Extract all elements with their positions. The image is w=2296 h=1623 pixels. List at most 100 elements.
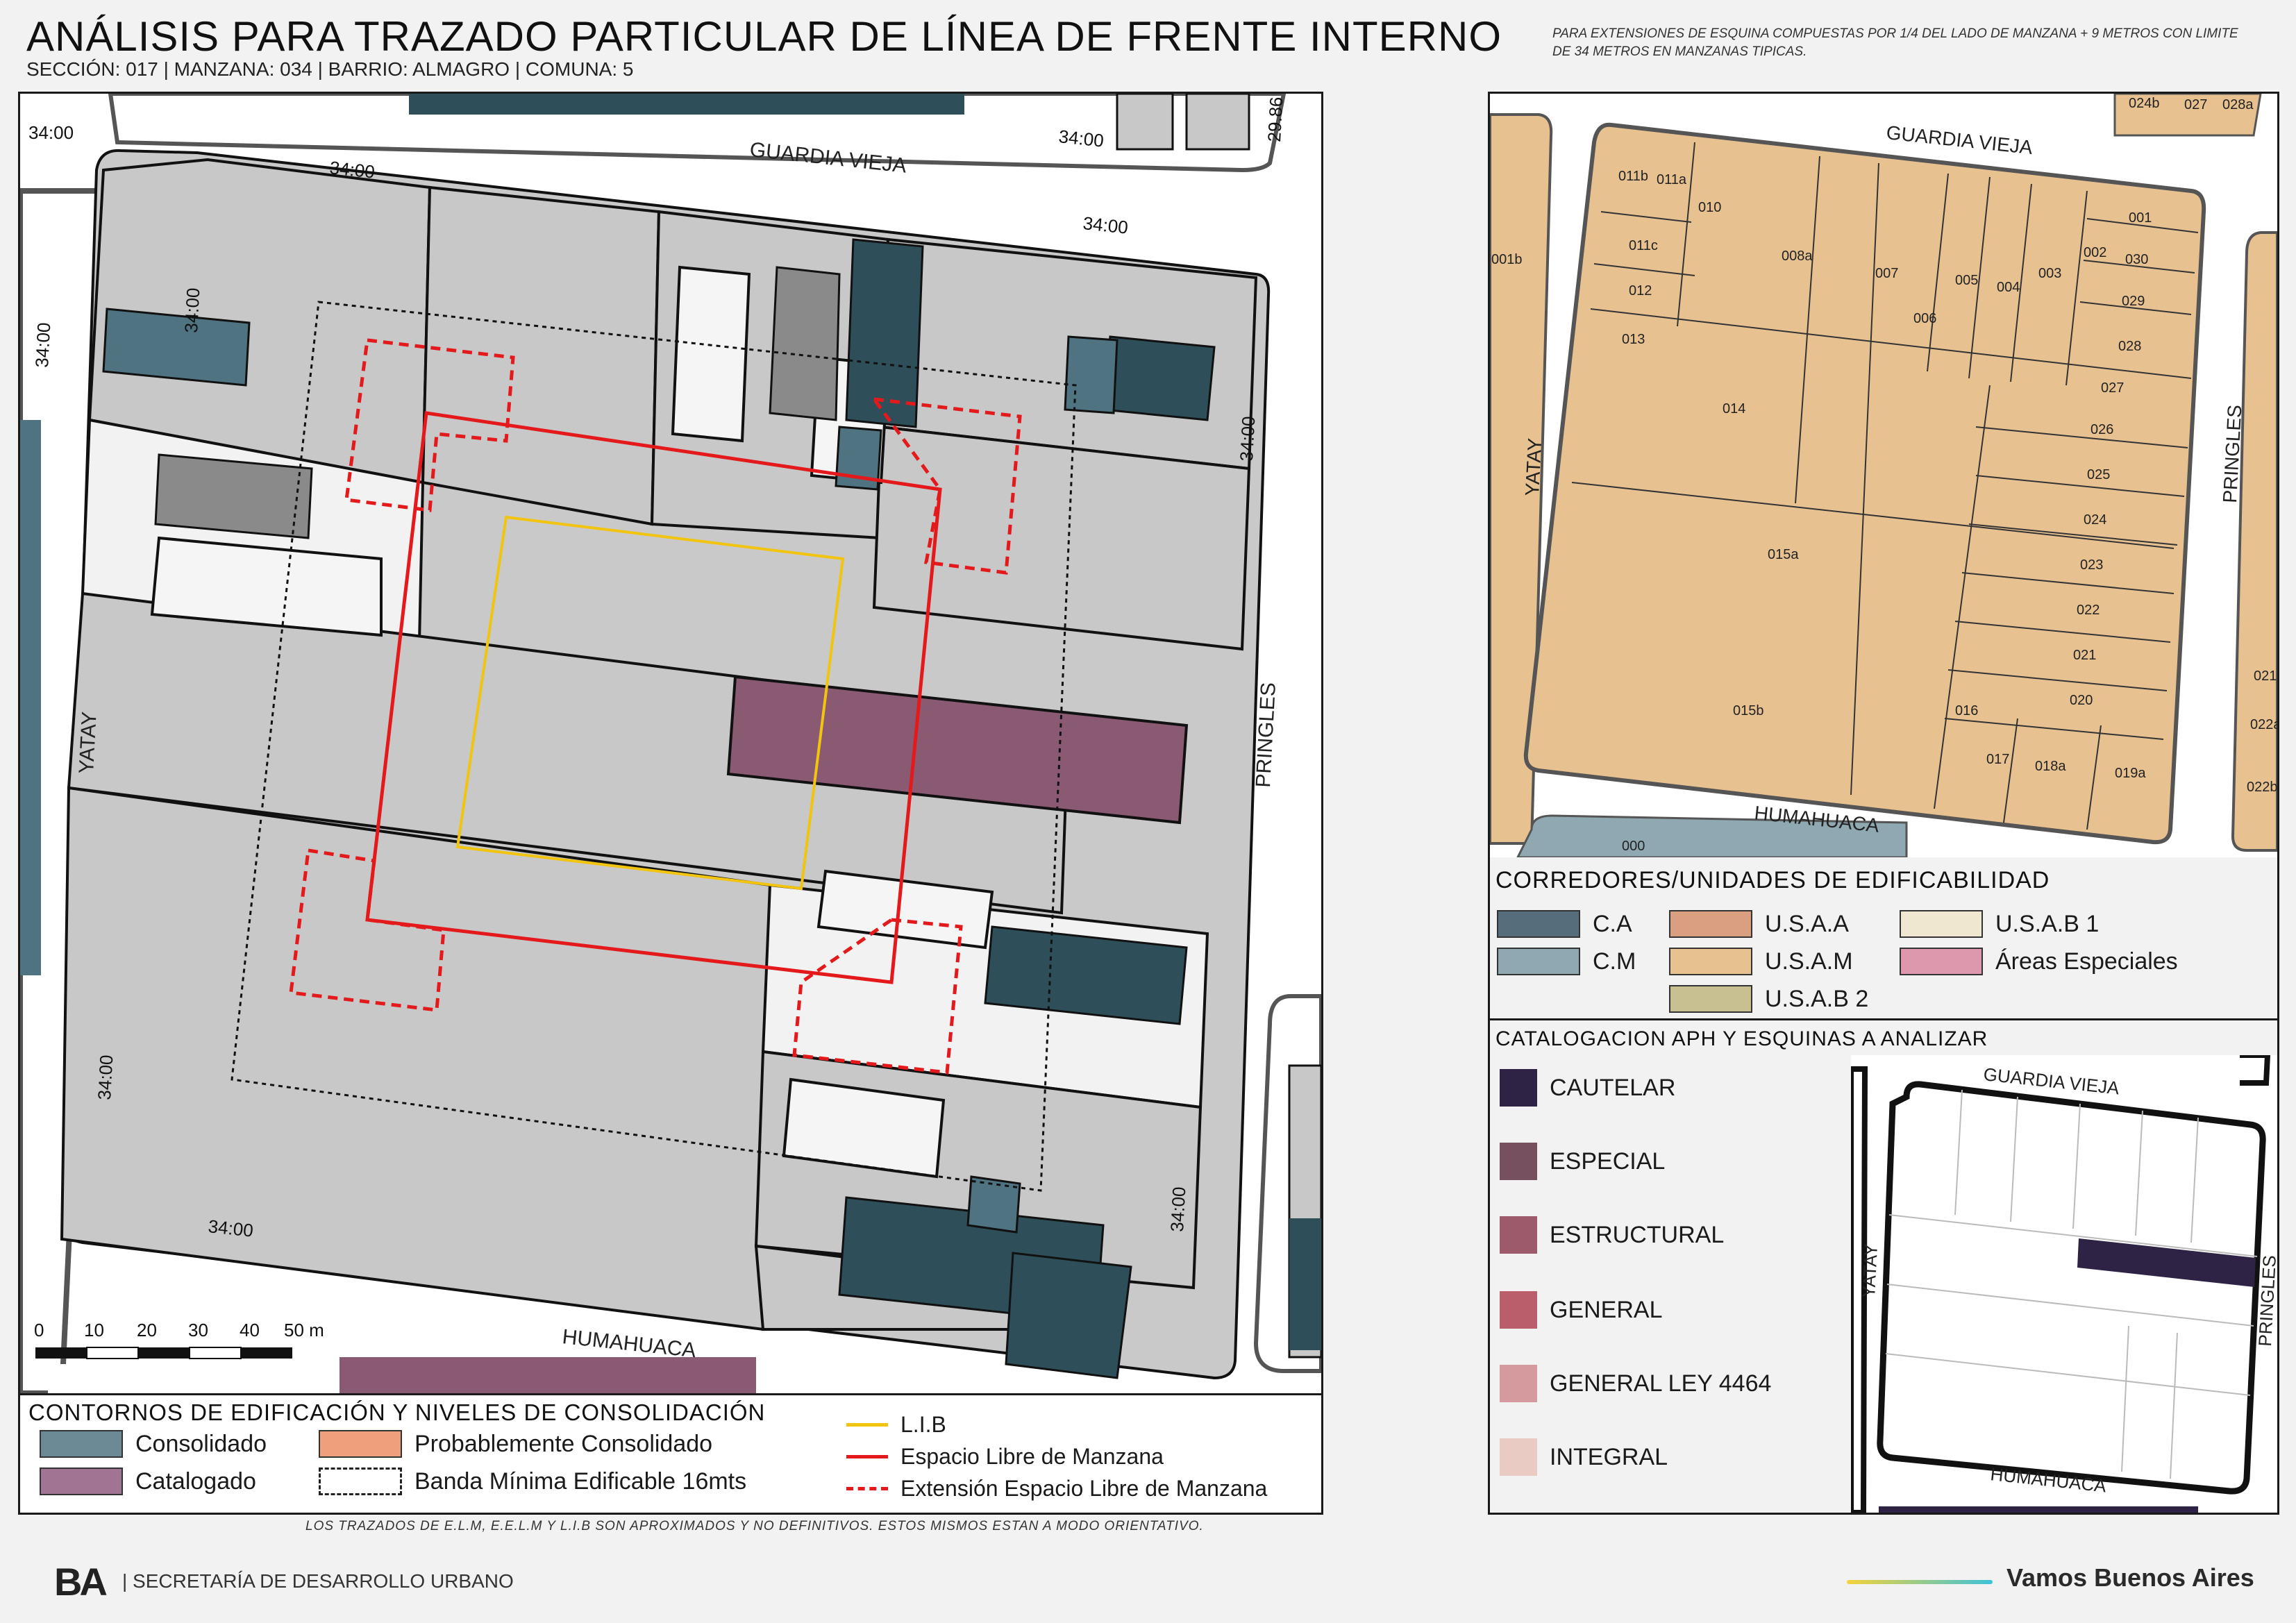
svg-text:020: 020 <box>2070 693 2093 708</box>
svg-text:027: 027 <box>2101 380 2124 396</box>
page-subtitle: SECCIÓN: 017 | MANZANA: 034 | BARRIO: AL… <box>26 58 634 80</box>
dim-label: 34:00 <box>31 322 54 369</box>
parcel-map-panel[interactable]: 011b 011a 010 011c 008a 007 006 005 004 … <box>1490 94 2277 859</box>
legend-label: C.A <box>1593 910 1632 937</box>
mini-street-west: YATAY <box>1858 1243 1882 1298</box>
svg-text:015a: 015a <box>1768 547 1799 562</box>
general-swatch <box>1500 1291 1537 1329</box>
legend-corredores-title: CORREDORES/UNIDADES DE EDIFICABILIDAD <box>1495 867 2050 893</box>
elm-line <box>846 1455 888 1458</box>
mini-street-east: PRINGLES <box>2254 1254 2277 1347</box>
svg-text:005: 005 <box>1955 273 1978 288</box>
legend-item-cm: C.M <box>1497 948 1636 975</box>
legend-label: Áreas Especiales <box>1995 948 2178 975</box>
legend-item-probablemente: Probablemente Consolidado <box>319 1430 712 1458</box>
svg-text:010: 010 <box>1698 200 1721 215</box>
dim-label: 34:00 <box>94 1054 117 1101</box>
svg-text:030: 030 <box>2125 252 2148 267</box>
legend-item-integral: INTEGRAL <box>1500 1438 1668 1476</box>
legend-label: ESPECIAL <box>1550 1147 1666 1175</box>
svg-text:0: 0 <box>34 1320 44 1340</box>
svg-text:20: 20 <box>137 1320 157 1340</box>
cm-swatch <box>1497 948 1580 975</box>
svg-text:025: 025 <box>2087 467 2110 482</box>
slogan-line <box>1847 1580 1993 1584</box>
svg-text:003: 003 <box>2038 266 2061 281</box>
legend-catalogacion-title: CATALOGACION APH Y ESQUINAS A ANALIZAR <box>1495 1027 1988 1050</box>
legend-label: Extensión Espacio Libre de Manzana <box>900 1476 1268 1501</box>
legend-item-consolidado: Consolidado <box>40 1430 267 1458</box>
dim-label: 34:00 <box>1166 1186 1189 1233</box>
slogan: Vamos Buenos Aires <box>2006 1563 2254 1592</box>
street-label-west: YATAY <box>75 711 101 774</box>
parcel-map[interactable]: 011b 011a 010 011c 008a 007 006 005 004 … <box>1490 94 2277 857</box>
svg-text:40: 40 <box>240 1320 260 1340</box>
legend-item-general: GENERAL <box>1500 1291 1663 1329</box>
svg-text:022: 022 <box>2077 603 2100 618</box>
svg-text:022b: 022b <box>2247 780 2277 795</box>
svg-text:017: 017 <box>1986 752 2009 767</box>
general-ley-swatch <box>1500 1365 1537 1402</box>
svg-text:10: 10 <box>84 1320 104 1340</box>
footer-note: LOS TRAZADOS DE E.L.M, E.E.L.M Y L.I.B S… <box>305 1519 1204 1533</box>
svg-text:011a: 011a <box>1657 172 1687 187</box>
svg-text:011c: 011c <box>1629 238 1658 253</box>
dim-label: 34:00 <box>28 122 74 143</box>
svg-text:004: 004 <box>1997 280 2020 295</box>
svg-text:012: 012 <box>1629 283 1652 298</box>
estructural-swatch <box>1500 1216 1537 1254</box>
svg-text:000: 000 <box>1622 839 1645 854</box>
header-note: PARA EXTENSIONES DE ESQUINA COMPUESTAS P… <box>1552 26 2238 59</box>
svg-text:001: 001 <box>2129 210 2152 226</box>
street-label-east: PRINGLES <box>1252 682 1280 788</box>
svg-text:001b: 001b <box>1491 252 1523 267</box>
svg-text:022a: 022a <box>2250 717 2277 732</box>
svg-text:016: 016 <box>1955 703 1978 718</box>
integral-swatch <box>1500 1438 1537 1476</box>
areas-especiales-swatch <box>1900 948 1983 975</box>
legend-label: L.I.B <box>900 1412 946 1437</box>
legend-label: Probablemente Consolidado <box>414 1430 713 1457</box>
legend-label: GENERAL LEY 4464 <box>1550 1370 1772 1397</box>
legend-item-eelm: Extensión Espacio Libre de Manzana <box>846 1476 1267 1502</box>
legend-label: GENERAL <box>1550 1296 1663 1323</box>
legend-item-banda: Banda Mínima Edificable 16mts <box>319 1468 746 1495</box>
legend-corredores: CORREDORES/UNIDADES DE EDIFICABILIDAD C.… <box>1490 857 2277 1020</box>
svg-text:026: 026 <box>2090 422 2113 437</box>
svg-text:019a: 019a <box>2115 766 2146 781</box>
mini-map-panel[interactable]: GUARDIA VIEJA HUMAHUACA YATAY PRINGLES <box>1851 1055 2277 1513</box>
legend-label: C.M <box>1593 948 1636 975</box>
dim-label: 34:00 <box>328 157 376 183</box>
svg-text:029: 029 <box>2122 294 2145 309</box>
svg-text:014: 014 <box>1723 401 1745 417</box>
catalogado-swatch <box>40 1468 123 1495</box>
legend-label: U.S.A.B 2 <box>1765 985 1869 1012</box>
probablemente-swatch <box>319 1430 402 1458</box>
main-map-panel[interactable]: GUARDIA VIEJA HUMAHUACA YATAY PRINGLES 3… <box>18 92 1323 1395</box>
dim-label: 34:00 <box>181 287 203 334</box>
legend-item-elm: Espacio Libre de Manzana <box>846 1444 1164 1470</box>
legend-label: U.S.A.B 1 <box>1995 910 2100 937</box>
legend-label: Banda Mínima Edificable 16mts <box>414 1468 747 1495</box>
svg-text:027: 027 <box>2184 97 2207 112</box>
legend-label: ESTRUCTURAL <box>1550 1221 1725 1248</box>
dim-label: 34:00 <box>207 1216 254 1241</box>
svg-text:007: 007 <box>1875 266 1898 281</box>
svg-text:011b: 011b <box>1618 169 1648 184</box>
svg-text:002: 002 <box>2084 245 2106 260</box>
right-column: 011b 011a 010 011c 008a 007 006 005 004 … <box>1488 92 2279 1515</box>
svg-text:021: 021 <box>2254 668 2277 684</box>
svg-text:021: 021 <box>2073 648 2096 663</box>
legend-label: INTEGRAL <box>1550 1443 1668 1470</box>
dim-label: 34:00 <box>1236 416 1259 462</box>
usaa-swatch <box>1669 910 1752 938</box>
legend-item-especial: ESPECIAL <box>1500 1143 1665 1180</box>
main-map[interactable]: GUARDIA VIEJA HUMAHUACA YATAY PRINGLES 3… <box>20 94 1321 1393</box>
legend-label: Espacio Libre de Manzana <box>900 1444 1164 1469</box>
svg-text:30: 30 <box>188 1320 208 1340</box>
svg-text:50 m: 50 m <box>284 1320 324 1340</box>
legend-catalogacion: CATALOGACION APH Y ESQUINAS A ANALIZAR C… <box>1490 1020 2277 1513</box>
mini-map[interactable]: GUARDIA VIEJA HUMAHUACA YATAY PRINGLES <box>1851 1055 2277 1513</box>
legend-item-usab1: U.S.A.B 1 <box>1900 910 2099 938</box>
svg-text:013: 013 <box>1622 332 1645 347</box>
